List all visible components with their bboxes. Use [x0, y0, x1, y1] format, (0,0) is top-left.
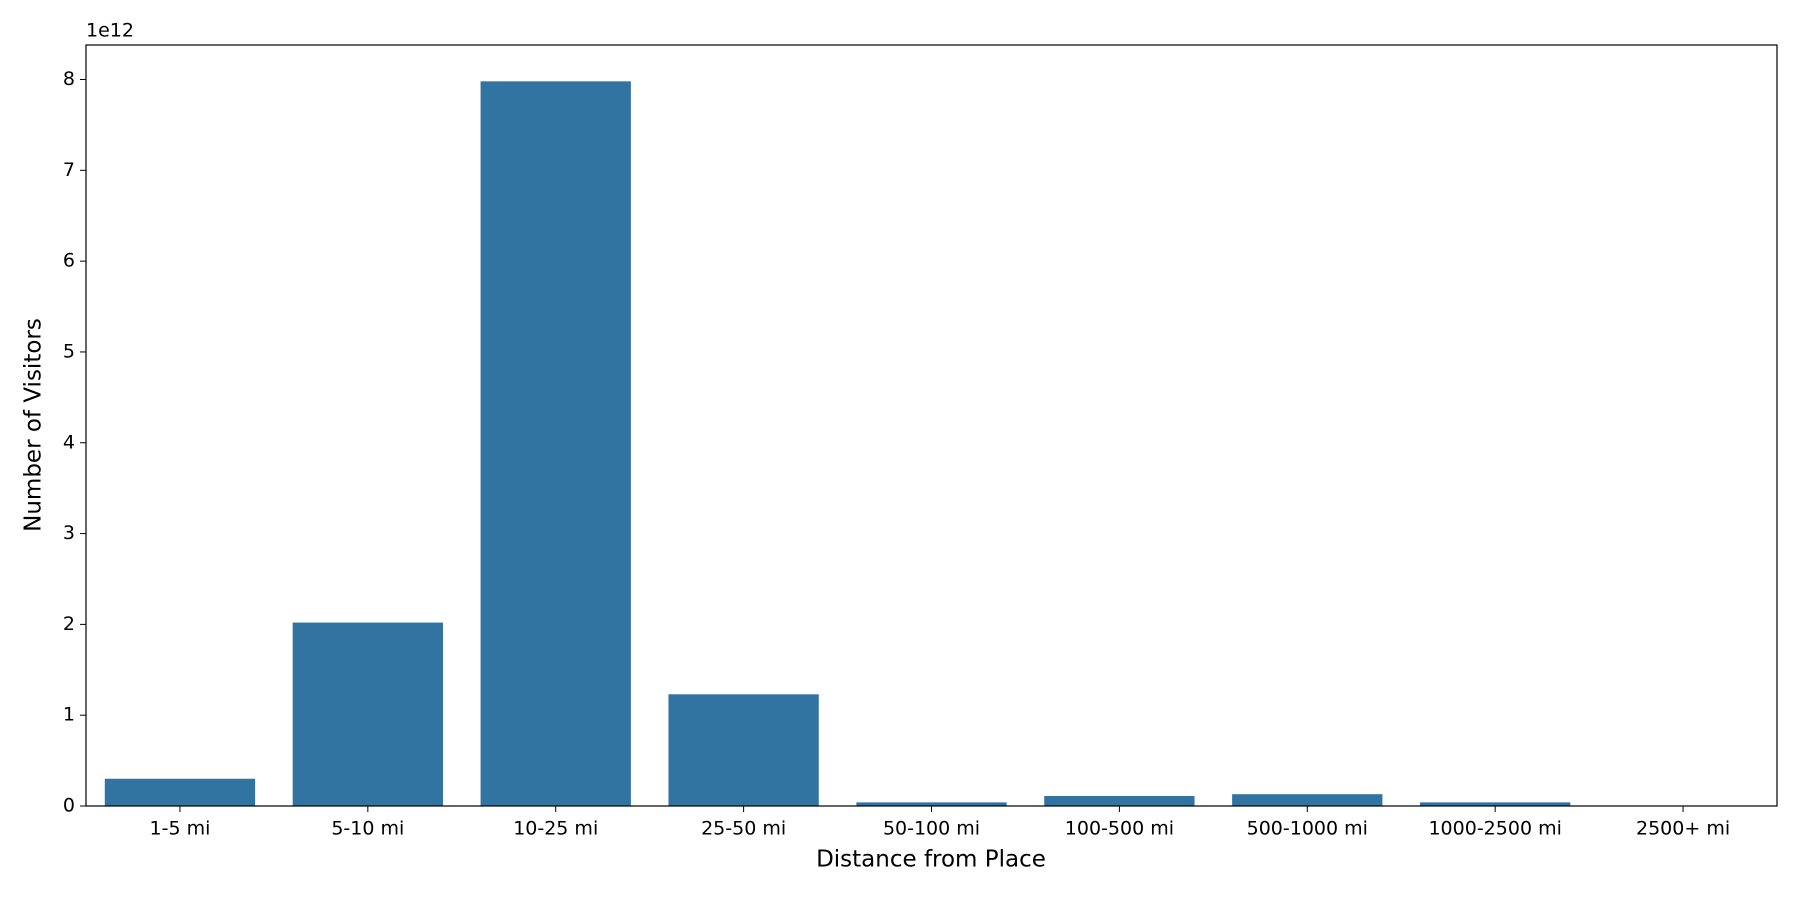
y-tick-label: 5	[63, 340, 75, 362]
x-tick-label: 2500+ mi	[1636, 818, 1730, 840]
bar	[104, 778, 256, 806]
x-tick-label: 10-25 mi	[513, 818, 598, 840]
y-tick-label: 8	[63, 68, 75, 90]
x-tick-label: 25-50 mi	[701, 818, 786, 840]
y-tick-label: 2	[63, 613, 75, 635]
x-tick-label: 1-5 mi	[150, 818, 211, 840]
bar	[292, 622, 443, 806]
x-axis-title: Distance from Place	[816, 847, 1046, 873]
x-tick-label: 500-1000 mi	[1247, 818, 1368, 840]
bar	[856, 802, 1007, 806]
x-tick-label: 1000-2500 mi	[1428, 818, 1561, 840]
bar	[1420, 802, 1571, 806]
y-tick-label: 1	[63, 704, 75, 726]
bar	[1232, 794, 1383, 806]
x-tick-label: 100-500 mi	[1065, 818, 1174, 840]
y-tick-label: 7	[63, 159, 75, 181]
y-axis-title: Number of Visitors	[21, 318, 47, 532]
plot-frame	[85, 44, 1778, 807]
y-tick-label: 6	[63, 250, 75, 272]
x-tick-label: 50-100 mi	[883, 818, 980, 840]
y-tick-label: 0	[63, 795, 75, 817]
y-tick-label: 4	[63, 431, 75, 453]
y-offset-label: 1e12	[86, 20, 134, 42]
x-tick-label: 5-10 mi	[331, 818, 404, 840]
bar	[1044, 796, 1195, 806]
bar	[480, 81, 631, 806]
y-tick-label: 3	[63, 522, 75, 544]
bar	[668, 694, 819, 806]
